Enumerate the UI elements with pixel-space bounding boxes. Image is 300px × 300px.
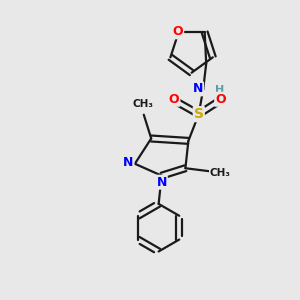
Text: O: O xyxy=(172,25,183,38)
Text: CH₃: CH₃ xyxy=(133,99,154,109)
Text: O: O xyxy=(215,93,226,106)
Text: H: H xyxy=(215,85,224,95)
Text: S: S xyxy=(194,107,204,121)
Text: N: N xyxy=(123,156,134,169)
Text: N: N xyxy=(156,176,167,189)
Text: N: N xyxy=(193,82,203,95)
Text: O: O xyxy=(169,93,179,106)
Text: CH₃: CH₃ xyxy=(209,168,230,178)
